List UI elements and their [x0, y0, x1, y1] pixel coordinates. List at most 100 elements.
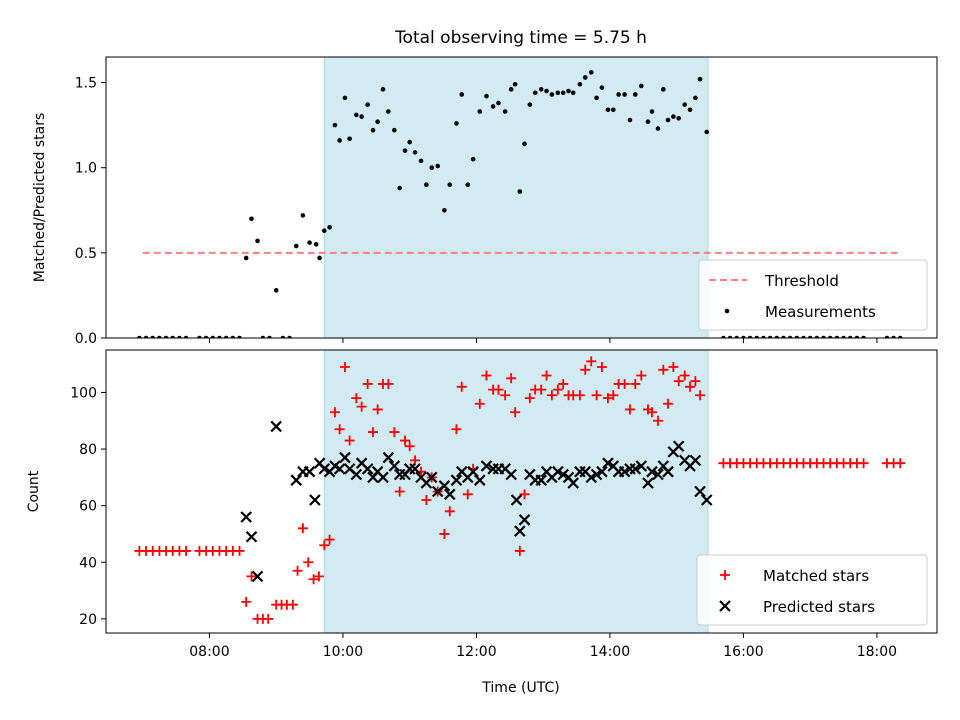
data-point: [402, 148, 408, 153]
observing-window-span: [323, 349, 709, 634]
data-point: [438, 480, 451, 492]
data-point: [372, 404, 383, 415]
data-point: [334, 424, 345, 435]
data-point: [375, 119, 380, 125]
data-point: [350, 468, 363, 481]
chart-title: Total observing time = 5.75 h: [394, 28, 647, 48]
data-point: [596, 361, 607, 372]
data-point: [549, 92, 555, 97]
data-point: [697, 76, 703, 82]
axes-frame: [105, 56, 938, 339]
data-point: [858, 458, 869, 469]
data-point: [484, 93, 489, 99]
data-point: [290, 474, 303, 486]
data-point: [474, 474, 486, 486]
data-point: [629, 463, 642, 475]
data-point: [591, 390, 602, 401]
data-point: [410, 455, 421, 466]
data-point: [359, 114, 364, 119]
data-point: [292, 565, 303, 576]
data-point: [847, 335, 853, 338]
data-point: [241, 596, 252, 607]
data-point: [734, 335, 740, 338]
data-point: [522, 141, 527, 147]
data-point: [388, 460, 401, 472]
data-point: [895, 458, 906, 469]
y-tick-label: 0.0: [75, 331, 97, 347]
data-point: [230, 335, 236, 338]
data-point: [297, 523, 308, 534]
y-tick-label: 40: [79, 555, 97, 571]
x-tick-label: 12:00: [456, 644, 496, 660]
data-point: [500, 390, 511, 401]
x-tick-label: 14:00: [590, 644, 630, 660]
data-point: [327, 225, 332, 230]
data-point: [747, 335, 753, 338]
data-point: [536, 384, 547, 395]
data-point: [690, 376, 701, 387]
legend-plus-swatch: [720, 570, 730, 580]
data-point: [412, 150, 418, 155]
data-point: [324, 534, 335, 545]
data-point: [662, 465, 674, 478]
data-point: [251, 570, 264, 583]
data-point: [518, 514, 531, 526]
data-point: [243, 255, 249, 261]
data-point: [444, 506, 455, 517]
data-point: [177, 335, 182, 338]
legend-label: Predicted stars: [763, 598, 875, 616]
data-point: [443, 488, 456, 501]
data-point: [287, 335, 292, 338]
data-point: [596, 465, 608, 478]
data-point: [400, 435, 411, 446]
data-point: [567, 477, 580, 489]
data-point: [854, 335, 860, 338]
data-point: [630, 378, 641, 389]
data-point: [465, 182, 471, 188]
data-point: [260, 335, 266, 338]
data-point: [332, 122, 338, 128]
data-point: [397, 185, 402, 191]
data-point: [577, 81, 583, 87]
y-axis-label: Count: [26, 470, 42, 512]
data-point: [624, 404, 635, 415]
data-point: [668, 361, 679, 372]
data-point: [263, 613, 274, 624]
data-point: [580, 364, 591, 375]
data-point: [300, 213, 306, 218]
data-point: [821, 335, 826, 338]
data-point: [307, 240, 312, 245]
x-axis-label: Time (UTC): [481, 680, 559, 696]
data-point: [694, 485, 706, 498]
plot-area: [137, 70, 903, 338]
data-point: [502, 109, 508, 114]
data-point: [834, 335, 840, 338]
data-point: [429, 165, 435, 170]
data-point: [645, 119, 651, 125]
data-point: [685, 381, 696, 392]
data-point: [897, 335, 903, 338]
data-point: [319, 540, 330, 551]
data-point: [665, 117, 671, 123]
data-point: [273, 288, 279, 293]
data-point: [344, 435, 355, 446]
data-point: [245, 531, 258, 543]
data-point: [421, 494, 432, 505]
data-point: [280, 335, 286, 338]
legend-box: [698, 259, 928, 331]
data-point: [351, 393, 362, 404]
data-point: [841, 335, 846, 338]
data-point: [329, 407, 340, 418]
data-point: [639, 83, 644, 89]
data-point: [814, 335, 820, 338]
y-tick-label: 1.5: [75, 76, 97, 92]
data-point: [481, 370, 492, 381]
data-point: [317, 255, 322, 261]
data-point: [313, 571, 324, 582]
data-point: [234, 545, 245, 556]
data-point: [505, 468, 517, 481]
data-point: [787, 335, 793, 338]
data-point: [519, 489, 530, 500]
legend: Matched stars Predicted stars: [696, 554, 928, 626]
data-point: [203, 335, 209, 338]
